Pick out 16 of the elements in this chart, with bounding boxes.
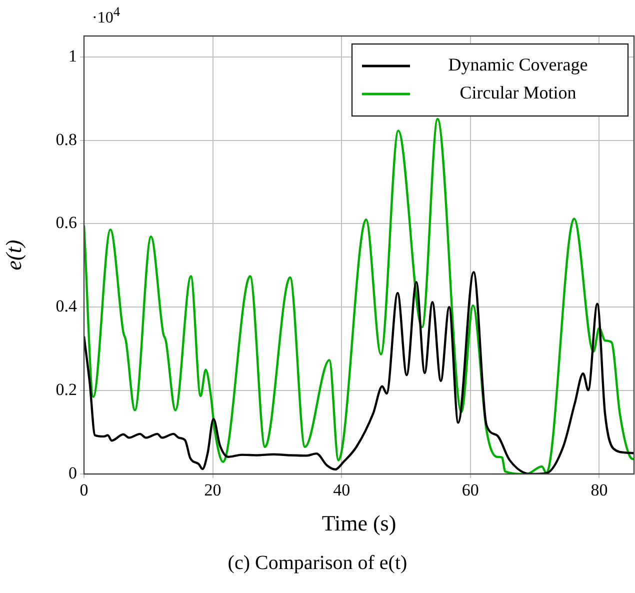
y-tick-label: 1 [68,46,77,66]
legend-label: Dynamic Coverage [448,54,588,75]
y-tick-label: 0.4 [56,296,78,316]
y-axis-title: e(t) [0,240,26,270]
x-tick-label: 60 [462,480,479,500]
y-tick-label: 0.2 [56,380,77,400]
series-label: Circular Motion [460,82,576,103]
text: (c) Comparison of e(t) [226,552,408,575]
x-tick-label: 20 [204,480,222,500]
x-axis-title: Time (s) [322,510,396,536]
y-tick-label: 0.6 [56,213,77,232]
y-tick-label: 0.8 [56,130,77,149]
text: ·10$^{4}$ [92,4,120,28]
x-tick-label: 40 [333,480,350,500]
x-tick-label: 80 [590,480,608,500]
y-tick-label: 0 [68,463,77,482]
